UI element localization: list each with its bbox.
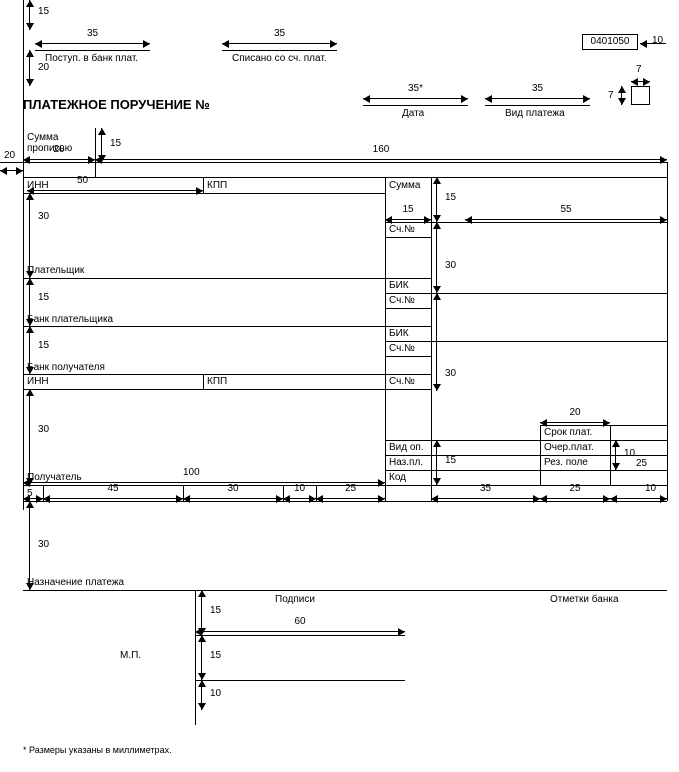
dim-25-b: 25 — [316, 483, 385, 494]
form-code-box: 0401050 — [582, 34, 638, 50]
dim-30-right: 30 — [445, 260, 456, 271]
dim-7b: 7 — [608, 90, 614, 101]
form-title: ПЛАТЕЖНОЕ ПОРУЧЕНИЕ № — [23, 97, 210, 112]
label-inn2: ИНН — [27, 376, 49, 387]
label-rez: Рез. поле — [544, 457, 588, 468]
dim-35-b: 35 — [431, 483, 540, 494]
dim-7: 7 — [636, 64, 642, 75]
label-code: Код — [389, 472, 406, 483]
dim-20-col: 20 — [23, 144, 95, 155]
dim-25-end: 25 — [636, 458, 647, 469]
dim-35star: 35* — [363, 83, 468, 94]
dim-55: 55 — [465, 204, 667, 215]
dim-15-top: 15 — [38, 6, 49, 17]
dim-10-b: 10 — [283, 483, 316, 494]
label-purpose: Назначение платежа — [27, 577, 124, 588]
label-ocher: Очер.плат. — [544, 442, 594, 453]
dim-100: 100 — [183, 467, 200, 478]
label-naz-pl: Наз.пл. — [389, 457, 423, 468]
label-acct2: Сч.№ — [389, 295, 415, 306]
stamp-box — [631, 86, 650, 105]
dim-30-r3: 30 — [38, 424, 49, 435]
label-sum: Сумма — [389, 180, 420, 191]
dim-20-left: 20 — [4, 150, 15, 161]
label-paytype: Вид платежа — [505, 108, 565, 119]
dim-10-b2: 10 — [645, 483, 656, 494]
dim-20-srok: 20 — [540, 407, 610, 418]
dim-30-purpose: 30 — [38, 539, 49, 550]
dim-15-sumv: 15 — [445, 192, 456, 203]
dim-30-left: 30 — [38, 211, 49, 222]
dim-5: 5 — [27, 488, 33, 499]
dim-35-1: 35 — [35, 28, 150, 39]
dim-10-s3: 10 — [210, 688, 221, 699]
dim-160: 160 — [95, 144, 667, 155]
label-acct3: Сч.№ — [389, 343, 415, 354]
footnote: * Размеры указаны в миллиметрах. — [23, 745, 172, 755]
dim-30-r2: 30 — [445, 368, 456, 379]
dim-50: 50 — [77, 175, 88, 186]
label-date: Дата — [402, 108, 424, 119]
dim-45: 45 — [43, 483, 183, 494]
dim-35-2: 35 — [222, 28, 337, 39]
label-signatures: Подписи — [275, 594, 315, 605]
label-bik1: БИК — [389, 280, 409, 291]
dim-60: 60 — [195, 616, 405, 627]
label-oper-type: Вид оп. — [389, 442, 424, 453]
dim-15-b2: 15 — [38, 340, 49, 351]
label-incoming: Поступ. в банк плат. — [45, 53, 138, 64]
dim-10-code: 10 — [652, 35, 663, 46]
label-srok: Срок плат. — [544, 427, 592, 438]
dim-15-s2: 15 — [210, 650, 221, 661]
label-payer: Плательщик — [27, 265, 84, 276]
label-mp: М.П. — [120, 650, 141, 661]
label-kpp2: КПП — [207, 376, 227, 387]
label-acct1: Сч.№ — [389, 224, 415, 235]
label-debited: Списано со сч. плат. — [232, 53, 327, 64]
dim-35-3: 35 — [485, 83, 590, 94]
label-bik2: БИК — [389, 328, 409, 339]
dim-20-top: 20 — [38, 62, 49, 73]
dim-15-s1: 15 — [210, 605, 221, 616]
dim-15-sumh: 15 — [385, 204, 431, 215]
dim-30-b: 30 — [183, 483, 283, 494]
dim-10-ocher: 10 — [624, 448, 635, 459]
label-recipient-bank: Банк получателя — [27, 362, 105, 373]
dim-15-b1: 15 — [38, 292, 49, 303]
dim-25-b2: 25 — [540, 483, 610, 494]
label-bank-marks: Отметки банка — [550, 594, 619, 605]
label-payer-bank: Банк плательщика — [27, 314, 113, 325]
dim-15-vid: 15 — [445, 455, 456, 466]
label-kpp1: КПП — [207, 180, 227, 191]
label-acct4: Сч.№ — [389, 376, 415, 387]
